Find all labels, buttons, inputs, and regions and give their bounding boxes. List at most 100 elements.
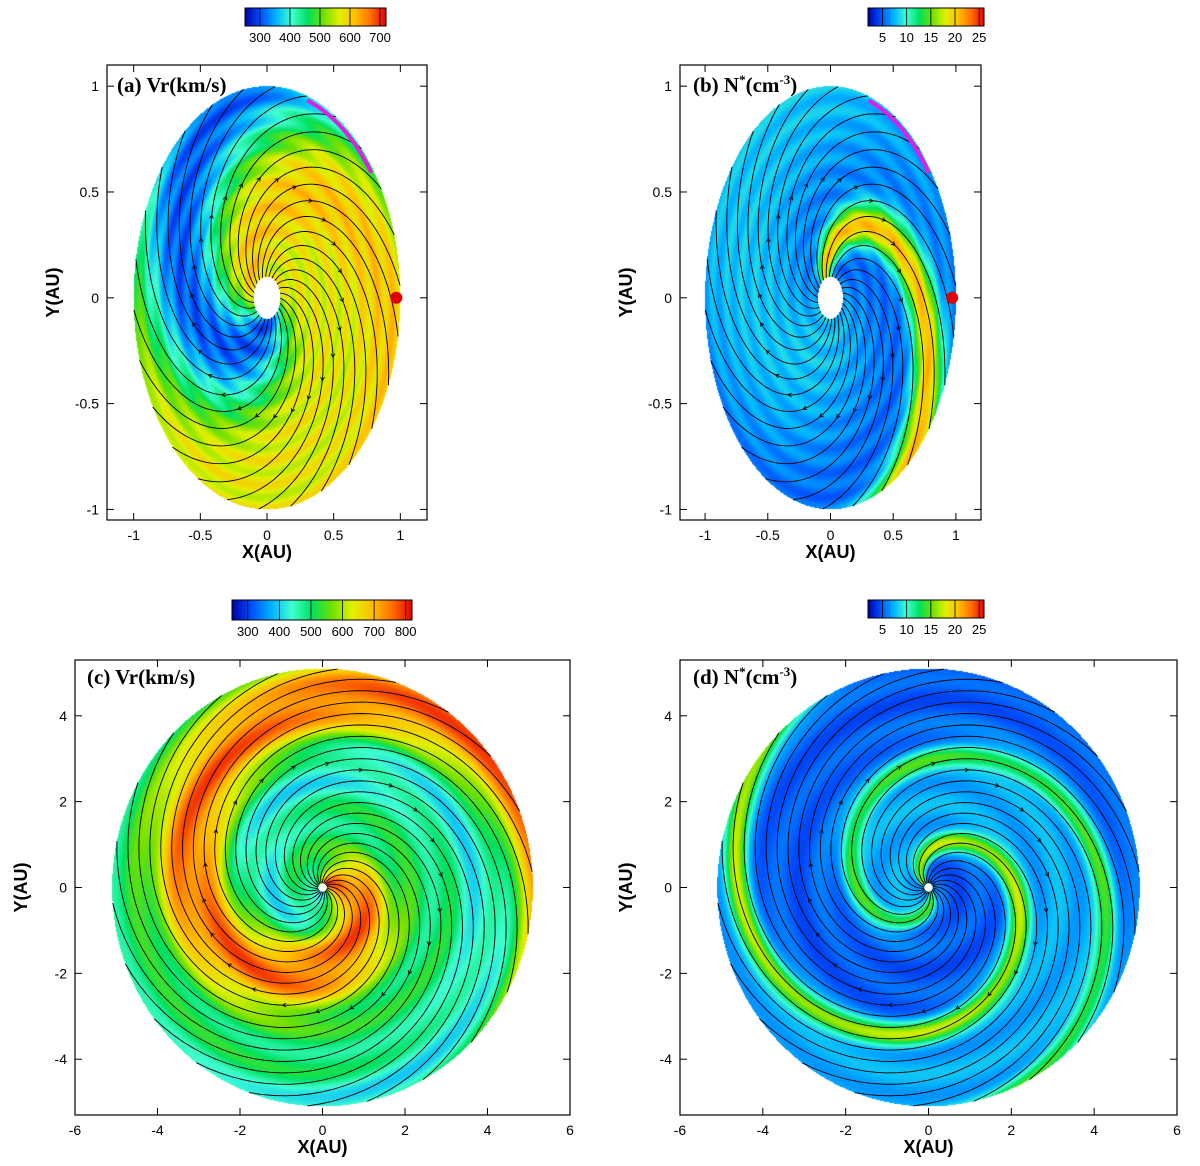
x-tick-label: -4 [757, 1122, 770, 1138]
streamline-arrow [887, 1002, 893, 1008]
streamline-arrow [760, 264, 765, 270]
streamline [116, 841, 410, 1040]
streamline-arrow [197, 349, 203, 355]
streamline-arrow [766, 237, 771, 243]
panel-d: -6 -4 -2 0 2 4 6 -4 -2 0 2 4 X(AU) Y(AU) (d) N*(cm-3) 5… [616, 599, 1181, 1157]
x-tick-label: -4 [151, 1122, 164, 1138]
x-tick-label: 2 [1007, 1122, 1015, 1138]
streamline-arrow [413, 807, 419, 812]
streamline [127, 782, 400, 1028]
colorbar-tick-label: 5 [879, 622, 886, 637]
streamline-arrow [820, 176, 825, 182]
panel-title: (b) N*(cm-3) [693, 72, 797, 97]
streamline-arrow [321, 217, 327, 222]
streamline-arrow [226, 963, 232, 968]
streamline [737, 130, 830, 351]
streamline [767, 86, 839, 317]
streamline-arrow [852, 407, 858, 413]
streamline [819, 713, 1127, 942]
streamline [167, 130, 266, 351]
panel-b: -1 -0.5 0 0.5 1 -1 -0.5 0 0.5 1 X(AU) Y(AU) (b) N*(c… [616, 7, 986, 562]
colorbar-tick-label: 25 [972, 622, 986, 637]
streamline [220, 113, 337, 303]
colorbar-tick-label: 10 [899, 30, 913, 45]
streamline [871, 769, 1103, 1080]
streamline-arrow [802, 405, 808, 411]
streamline [172, 297, 305, 465]
streamline-arrow [964, 767, 970, 773]
streamline-arrow [256, 176, 261, 182]
streamline [834, 257, 914, 492]
streamline [258, 279, 334, 510]
streamline-arrow [190, 293, 195, 298]
colorbar-tick-label: 10 [899, 622, 913, 637]
streamline [828, 231, 935, 429]
streamline-arrow [758, 293, 763, 298]
y-tick-label: 0 [664, 880, 672, 896]
streamline [816, 183, 957, 286]
panel-c: -6 -4 -2 0 2 4 6 -4 -2 0 2 4 X(AU) Y(AU) (c) Vr(km/s) 3… [11, 599, 574, 1157]
streamline-arrow [787, 392, 792, 398]
streamline [722, 302, 859, 447]
x-tick-label: -6 [674, 1122, 687, 1138]
streamline [837, 269, 904, 507]
y-tick-label: -0.5 [648, 396, 672, 412]
streamline-arrow [192, 322, 197, 327]
streamline [798, 690, 1056, 963]
streamline-arrow [324, 761, 330, 767]
streamline-arrow [898, 297, 903, 303]
streamline [889, 791, 1081, 1107]
streamline [133, 309, 282, 412]
streamline-arrow [836, 413, 841, 419]
streamline-arrow [867, 395, 873, 401]
x-tick-label: -6 [69, 1122, 82, 1138]
streamline [825, 216, 946, 386]
colorbar-tick-label: 15 [924, 622, 938, 637]
streamline [730, 833, 1038, 1062]
streamline-arrow [788, 195, 794, 201]
colorbar-tick-label: 600 [332, 624, 354, 639]
streamline [261, 216, 390, 386]
streamline-arrow [1033, 941, 1038, 947]
colorbar-tick-label: 25 [972, 30, 986, 45]
streamline-arrow [1043, 907, 1049, 913]
streamline [112, 842, 421, 1051]
streamline [182, 678, 397, 973]
streamline [171, 668, 362, 984]
streamline-arrow [880, 376, 885, 382]
streamline [754, 695, 986, 1006]
streamline [831, 245, 924, 465]
streamline [139, 307, 289, 429]
inner-boundary [924, 883, 933, 892]
y-tick-label: -4 [660, 1051, 673, 1067]
streamline-arrow [222, 195, 228, 201]
streamline-arrow [308, 198, 314, 204]
streamline-arrow [198, 237, 204, 243]
streamline [248, 802, 463, 1097]
x-tick-label: -1 [699, 527, 712, 543]
streamline-arrow [865, 778, 870, 784]
colorbar-tick-label: 800 [395, 624, 417, 639]
streamline-arrow [921, 1008, 927, 1014]
streamline [135, 259, 277, 396]
colorbar-tick-label: 600 [339, 30, 361, 45]
streamline [152, 302, 297, 447]
streamline-arrow [281, 1002, 287, 1008]
streamline-arrow [818, 413, 824, 418]
streamline [757, 89, 824, 327]
streamline-arrow [881, 217, 887, 222]
streamline [245, 747, 518, 993]
streamline-arrow [930, 761, 936, 767]
colorbar-tick-label: 500 [300, 624, 322, 639]
streamline [237, 149, 382, 293]
streamline-arrow [896, 326, 901, 332]
y-axis-label: Y(AU) [616, 268, 636, 318]
streamlines-c [112, 668, 533, 1107]
streamline-arrow [202, 897, 207, 903]
streamline-arrow [994, 783, 1000, 788]
streamline-arrow [274, 178, 280, 183]
x-axis-label: X(AU) [298, 1137, 348, 1157]
streamline [787, 678, 1003, 973]
y-axis-label: Y(AU) [11, 863, 31, 913]
streamline [156, 166, 269, 365]
